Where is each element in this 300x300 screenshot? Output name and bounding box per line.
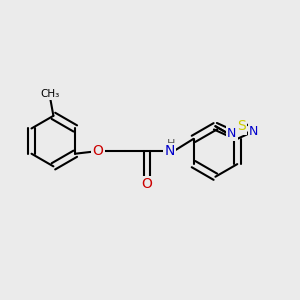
Text: CH₃: CH₃ (41, 88, 60, 98)
Text: S: S (237, 119, 246, 133)
Text: O: O (142, 177, 152, 191)
Text: O: O (92, 145, 104, 158)
Text: N: N (164, 145, 175, 158)
Text: N: N (227, 127, 236, 140)
Text: H: H (167, 139, 175, 149)
Text: N: N (249, 125, 258, 138)
